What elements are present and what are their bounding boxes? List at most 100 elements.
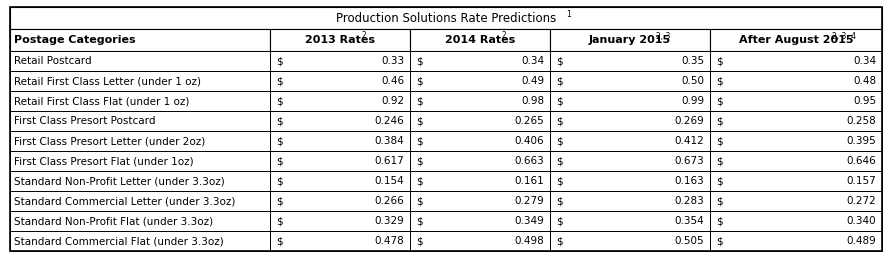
Text: Retail Postcard: Retail Postcard (14, 56, 92, 66)
Bar (270, 151, 410, 171)
Text: First Class Presort Postcard: First Class Presort Postcard (14, 116, 155, 126)
Text: 0.46: 0.46 (381, 76, 404, 86)
Text: $: $ (276, 136, 283, 146)
Text: 0.340: 0.340 (847, 216, 876, 226)
Text: 0.157: 0.157 (847, 176, 876, 186)
Text: $: $ (276, 56, 283, 66)
Bar (550, 151, 710, 171)
Text: 2, 3, 4: 2, 3, 4 (832, 31, 856, 41)
Text: 0.34: 0.34 (853, 56, 876, 66)
Text: 0.49: 0.49 (521, 76, 544, 86)
Text: $: $ (276, 156, 283, 166)
Bar (710, 151, 882, 171)
Text: 0.384: 0.384 (375, 136, 404, 146)
Bar (270, 171, 410, 191)
Text: $: $ (416, 56, 423, 66)
Text: 0.98: 0.98 (521, 96, 544, 106)
Text: 0.673: 0.673 (674, 156, 704, 166)
Bar (410, 51, 550, 71)
Text: $: $ (416, 176, 423, 186)
Text: 0.154: 0.154 (375, 176, 404, 186)
Text: Standard Non-Profit Letter (under 3.3oz): Standard Non-Profit Letter (under 3.3oz) (14, 176, 225, 186)
Text: 0.163: 0.163 (674, 176, 704, 186)
Text: 0.406: 0.406 (515, 136, 544, 146)
Bar (410, 131, 550, 151)
Text: Postage Categories: Postage Categories (14, 35, 136, 45)
Text: Standard Commercial Flat (under 3.3oz): Standard Commercial Flat (under 3.3oz) (14, 236, 224, 246)
Bar (270, 91, 410, 111)
Bar (10, 171, 270, 191)
Text: 0.265: 0.265 (515, 116, 544, 126)
Bar (550, 71, 710, 91)
Text: $: $ (556, 136, 563, 146)
Bar (550, 51, 710, 71)
Bar (270, 231, 410, 251)
Text: $: $ (276, 96, 283, 106)
Text: $: $ (556, 116, 563, 126)
Text: $: $ (276, 76, 283, 86)
Text: First Class Presort Letter (under 2oz): First Class Presort Letter (under 2oz) (14, 136, 205, 146)
Text: 0.663: 0.663 (515, 156, 544, 166)
Bar (710, 29, 882, 51)
Bar (710, 71, 882, 91)
Text: $: $ (716, 136, 723, 146)
Text: $: $ (556, 236, 563, 246)
Bar (710, 211, 882, 231)
Text: 0.412: 0.412 (674, 136, 704, 146)
Bar (10, 71, 270, 91)
Bar (270, 111, 410, 131)
Text: $: $ (416, 116, 423, 126)
Text: 0.50: 0.50 (681, 76, 704, 86)
Bar (550, 29, 710, 51)
Bar (10, 91, 270, 111)
Text: 2: 2 (362, 31, 367, 41)
Text: After August 2015: After August 2015 (739, 35, 854, 45)
Text: $: $ (716, 176, 723, 186)
Bar (550, 231, 710, 251)
Text: Standard Non-Profit Flat (under 3.3oz): Standard Non-Profit Flat (under 3.3oz) (14, 216, 213, 226)
Bar (10, 111, 270, 131)
Text: 0.246: 0.246 (375, 116, 404, 126)
Bar (410, 191, 550, 211)
Bar (710, 51, 882, 71)
Bar (550, 191, 710, 211)
Text: $: $ (416, 236, 423, 246)
Text: 0.33: 0.33 (381, 56, 404, 66)
Text: 0.272: 0.272 (847, 196, 876, 206)
Bar (10, 131, 270, 151)
Bar (710, 191, 882, 211)
Text: $: $ (556, 76, 563, 86)
Bar (410, 29, 550, 51)
Text: $: $ (276, 196, 283, 206)
Bar (710, 91, 882, 111)
Bar (10, 231, 270, 251)
Text: $: $ (716, 76, 723, 86)
Bar (410, 91, 550, 111)
Bar (710, 111, 882, 131)
Text: $: $ (276, 216, 283, 226)
Text: 2014 Rates: 2014 Rates (445, 35, 515, 45)
Text: 0.95: 0.95 (853, 96, 876, 106)
Text: 0.646: 0.646 (847, 156, 876, 166)
Bar (10, 7, 882, 29)
Bar (270, 51, 410, 71)
Text: Production Solutions Rate Predictions: Production Solutions Rate Predictions (336, 12, 556, 25)
Text: $: $ (276, 116, 283, 126)
Text: 0.395: 0.395 (847, 136, 876, 146)
Bar (10, 51, 270, 71)
Bar (550, 91, 710, 111)
Bar (710, 171, 882, 191)
Bar (710, 231, 882, 251)
Text: $: $ (416, 216, 423, 226)
Text: 0.505: 0.505 (674, 236, 704, 246)
Bar (550, 211, 710, 231)
Text: 0.354: 0.354 (674, 216, 704, 226)
Bar (270, 29, 410, 51)
Text: $: $ (276, 236, 283, 246)
Text: $: $ (716, 236, 723, 246)
Text: $: $ (716, 96, 723, 106)
Bar (270, 71, 410, 91)
Text: 0.92: 0.92 (381, 96, 404, 106)
Text: 0.617: 0.617 (375, 156, 404, 166)
Bar (270, 211, 410, 231)
